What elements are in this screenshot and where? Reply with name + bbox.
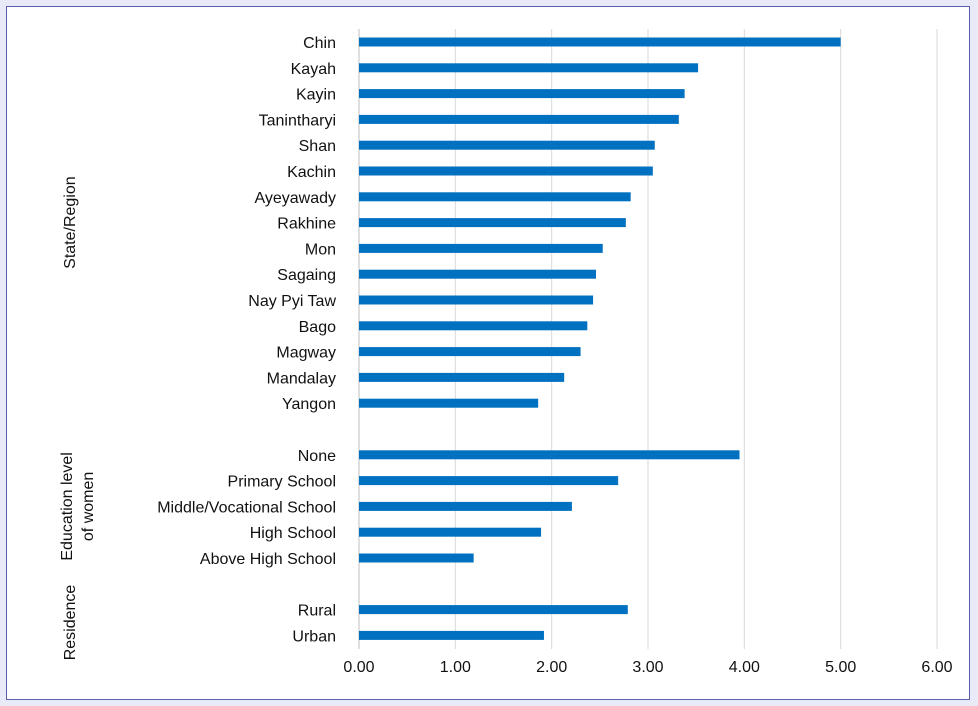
bar xyxy=(359,295,594,305)
category-label: Kayin xyxy=(296,87,336,104)
category-label: Urban xyxy=(292,628,336,645)
bar xyxy=(359,398,539,408)
bar xyxy=(359,269,596,279)
category-label: Sagaing xyxy=(277,267,336,284)
category-label: Magway xyxy=(276,345,336,362)
bar xyxy=(359,476,619,486)
category-label: Middle/Vocational School xyxy=(157,499,336,516)
bar xyxy=(359,630,544,640)
group-label: State/Region xyxy=(62,176,79,269)
group-label: Residence xyxy=(62,585,79,661)
category-label: High School xyxy=(250,525,336,542)
group-label: Education level of women xyxy=(59,452,97,561)
category-label: Mon xyxy=(305,241,336,258)
bar xyxy=(359,63,699,73)
bar xyxy=(359,347,581,357)
category-labels: Chin Kayah Kayin Tanintharyi Shan Kachin Ayeya… xyxy=(157,35,336,645)
group-labels: State/Region Education level of women Resid… xyxy=(59,176,97,660)
gridlines xyxy=(358,29,938,649)
x-tick-label: 6.00 xyxy=(921,659,952,676)
bars xyxy=(359,37,841,640)
bar xyxy=(359,372,565,382)
chart-frame: Chin Kayah Kayin Tanintharyi Shan Kachin Ayeya… xyxy=(6,6,970,700)
category-label: Mandalay xyxy=(267,370,336,387)
x-tick-label: 0.00 xyxy=(343,659,374,676)
category-label: Tanintharyi xyxy=(259,112,336,129)
bar-chart: Chin Kayah Kayin Tanintharyi Shan Kachin Ayeya… xyxy=(59,29,953,676)
x-tick-labels: 0.00 1.00 2.00 3.00 4.00 5.00 6.00 xyxy=(343,659,952,676)
category-label: Kachin xyxy=(287,164,336,181)
category-label: Nay Pyi Taw xyxy=(248,293,336,310)
bar xyxy=(359,89,685,99)
category-label: Yangon xyxy=(282,396,336,413)
bar xyxy=(359,450,740,460)
bar xyxy=(359,605,628,615)
bar xyxy=(359,527,542,537)
bar xyxy=(359,166,653,176)
x-tick-label: 1.00 xyxy=(440,659,471,676)
bar xyxy=(359,37,841,47)
category-label: Chin xyxy=(303,35,336,52)
bar xyxy=(359,321,588,331)
bar xyxy=(359,114,679,124)
x-tick-label: 5.00 xyxy=(825,659,856,676)
category-label: Above High School xyxy=(200,551,336,568)
category-label: Rural xyxy=(298,603,336,620)
bar xyxy=(359,140,655,150)
category-label: Bago xyxy=(299,319,336,336)
bar xyxy=(359,553,474,563)
category-label: None xyxy=(298,448,336,465)
category-label: Primary School xyxy=(228,474,336,491)
category-label: Rakhine xyxy=(277,216,336,233)
category-label: Ayeyawady xyxy=(254,190,336,207)
x-tick-label: 2.00 xyxy=(536,659,567,676)
category-label: Shan xyxy=(299,138,336,155)
bar xyxy=(359,192,631,202)
x-tick-label: 4.00 xyxy=(729,659,760,676)
bar xyxy=(359,218,626,228)
x-tick-label: 3.00 xyxy=(632,659,663,676)
bar xyxy=(359,501,572,511)
bar xyxy=(359,243,603,253)
category-label: Kayah xyxy=(291,61,336,78)
